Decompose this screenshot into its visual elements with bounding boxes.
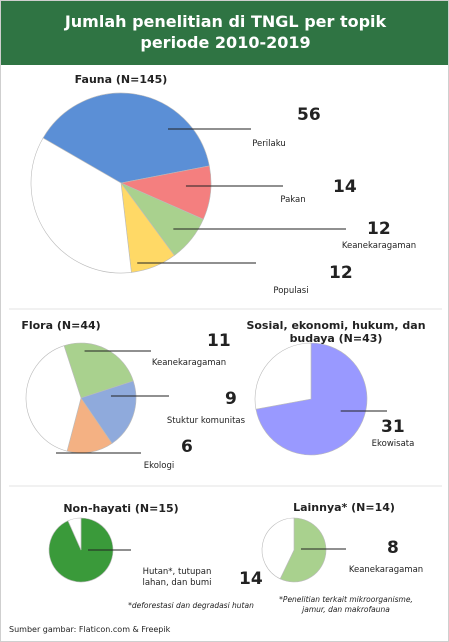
pie-slice — [30, 137, 132, 274]
category-label: Pakan — [280, 195, 306, 205]
category-label: Hutan*, tutupan lahan, dan bumi — [142, 567, 212, 588]
pie-slice — [42, 92, 210, 184]
category-label: Keanekaragaman — [151, 358, 227, 368]
value-label: 11 — [207, 331, 231, 351]
value-label: 31 — [381, 417, 405, 437]
chart-title: Non-hayati (N=15) — [63, 502, 179, 515]
pie-slice — [261, 517, 295, 580]
value-label: 12 — [367, 219, 391, 239]
value-label: 56 — [297, 105, 321, 125]
category-label: Ekologi — [143, 461, 175, 471]
pie-slice — [63, 342, 134, 399]
pie-slice — [254, 342, 312, 410]
pie-slice — [279, 517, 327, 583]
pie-slice — [80, 380, 137, 444]
chart-title: Lainnya* (N=14) — [293, 501, 395, 514]
value-label: 6 — [181, 437, 193, 457]
footnote: *deforestasi dan degradasi hutan — [128, 601, 254, 610]
value-label: 14 — [333, 177, 357, 197]
category-label: Populasi — [273, 286, 309, 296]
pie-slice — [255, 342, 368, 456]
chart-title: Sosial, ekonomi, hukum, dan budaya (N=43… — [246, 319, 426, 345]
category-label: Ekowisata — [371, 439, 415, 449]
value-label: 14 — [239, 569, 263, 589]
pie-slice — [25, 345, 82, 452]
chart-title: Flora (N=44) — [21, 319, 101, 332]
category-label: Keanekaragaman — [348, 565, 424, 575]
pie-slice — [67, 517, 82, 551]
category-label: Stuktur komunitas — [166, 416, 246, 426]
category-label: Keanekaragaman — [341, 241, 417, 251]
value-label: 9 — [225, 389, 237, 409]
chart-title: Fauna (N=145) — [74, 73, 168, 86]
value-label: 8 — [387, 538, 399, 558]
pie-slice — [48, 517, 114, 583]
value-label: 12 — [329, 263, 353, 283]
footer: Sumber gambar: Flaticon.com & Freepik — [9, 625, 171, 634]
footnote: *Penelitian terkait mikroorganisme, jamu… — [279, 595, 413, 614]
category-label: Perilaku — [252, 139, 286, 149]
header-title: Jumlah penelitian di TNGL per topik peri… — [1, 1, 448, 65]
